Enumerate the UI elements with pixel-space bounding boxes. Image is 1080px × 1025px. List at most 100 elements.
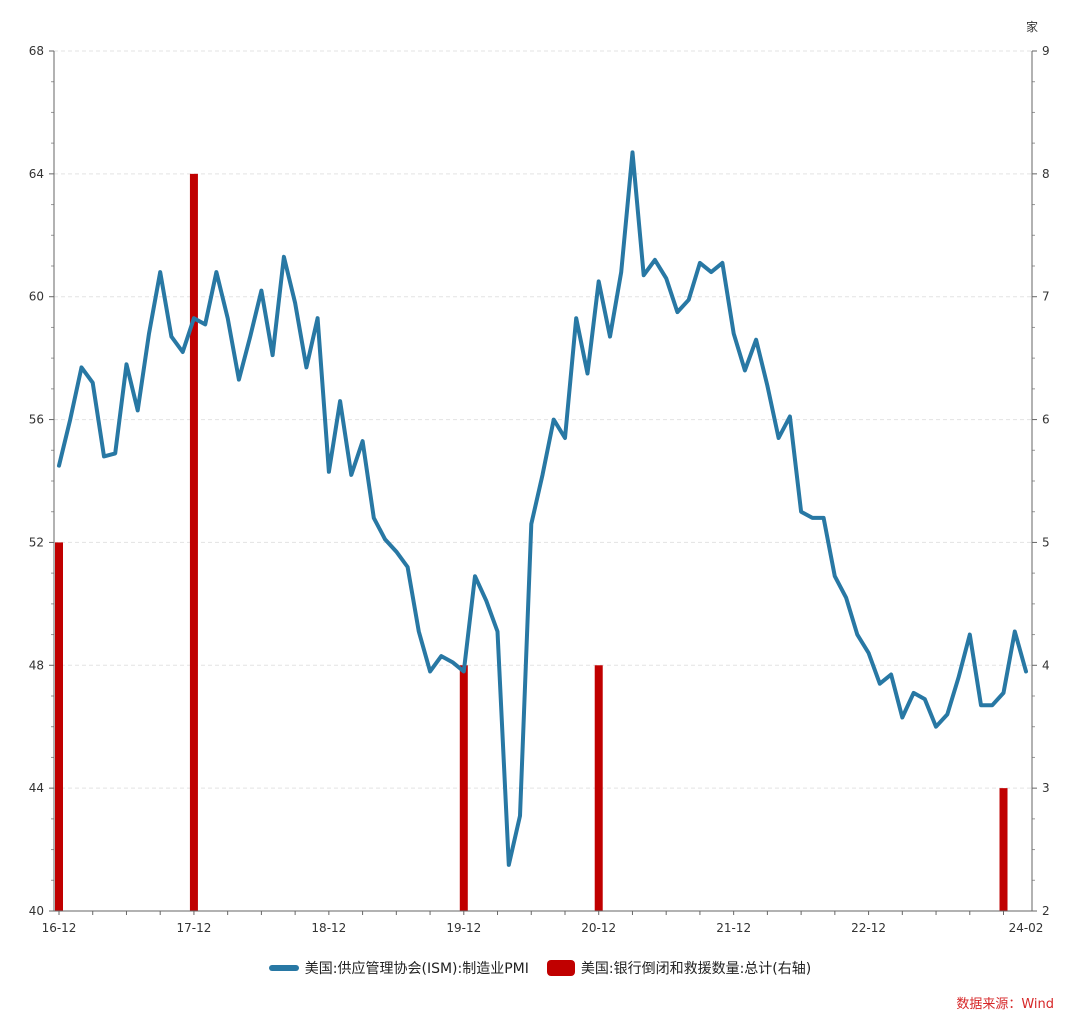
pmi-point-2021-09: [699, 262, 701, 264]
pmi-point-2021-04: [643, 274, 645, 276]
pmi-point-2020-05: [519, 815, 521, 817]
pmi-point-2017-08: [148, 333, 150, 335]
pmi-point-2018-02: [215, 271, 217, 273]
legend: 美国:供应管理协会(ISM):制造业PMI 美国:银行倒闭和救援数量:总计(右轴…: [0, 958, 1080, 978]
right-tick-label: 4: [1042, 658, 1050, 672]
ism-pmi-line: [57, 150, 1028, 867]
pmi-point-2019-09: [429, 670, 431, 672]
bar-bank-failures-2017-12: [189, 173, 198, 911]
pmi-point-2023-09: [969, 634, 971, 636]
pmi-point-2019-07: [407, 566, 409, 568]
pmi-point-2019-10: [440, 655, 442, 657]
pmi-point-2019-01: [339, 400, 341, 402]
pmi-point-2018-10: [305, 366, 307, 368]
pmi-point-2017-05: [114, 452, 116, 454]
legend-item-ism-pmi[interactable]: 美国:供应管理协会(ISM):制造业PMI: [268, 958, 529, 978]
left-tick-label: 56: [29, 413, 44, 427]
pmi-point-2020-10: [575, 317, 577, 319]
legend-item-bank-failures[interactable]: 美国:银行倒闭和救援数量:总计(右轴): [546, 958, 811, 978]
pmi-point-2020-09: [564, 437, 566, 439]
right-tick-label: 3: [1042, 781, 1050, 795]
left-tick-label: 52: [29, 535, 44, 549]
pmi-point-2021-07: [676, 311, 678, 313]
pmi-point-2023-06: [935, 726, 937, 728]
gridlines: [54, 50, 1032, 789]
pmi-point-2018-07: [272, 354, 274, 356]
pmi-point-2021-01: [609, 336, 611, 338]
pmi-point-2023-12: [1003, 692, 1005, 694]
pmi-point-2017-04: [103, 455, 105, 457]
pmi-point-2022-12: [868, 652, 870, 654]
pmi-point-2017-06: [125, 363, 127, 365]
pmi-point-2022-06: [800, 511, 802, 513]
pmi-point-2017-01: [69, 419, 71, 421]
pmi-point-2019-04: [373, 517, 375, 519]
pmi-point-2018-09: [294, 302, 296, 304]
pmi-point-2021-05: [654, 259, 656, 261]
pmi-point-2020-01: [474, 575, 476, 577]
pmi-point-2023-11: [991, 704, 993, 706]
left-tick-label: 60: [29, 290, 44, 304]
pmi-point-2022-08: [823, 517, 825, 519]
pmi-point-2023-04: [913, 692, 915, 694]
pmi-point-2021-08: [688, 299, 690, 301]
pmi-point-2017-02: [80, 366, 82, 368]
pmi-point-2020-02: [485, 600, 487, 602]
right-tick-label: 9: [1042, 44, 1050, 58]
pmi-point-2023-08: [958, 677, 960, 679]
source-note: 数据来源：Wind: [956, 997, 1054, 1012]
pmi-point-2021-10: [710, 271, 712, 273]
left-tick-label: 68: [29, 44, 44, 58]
pmi-point-2017-11: [182, 351, 184, 353]
right-axis-unit: 家: [1026, 19, 1038, 34]
pmi-point-2022-04: [778, 437, 780, 439]
pmi-point-2019-08: [418, 631, 420, 632]
pmi-point-2019-12: [463, 670, 465, 672]
line-series-ism-pmi: [57, 150, 1028, 867]
x-tick-label: 22-12: [851, 921, 886, 935]
bar-bank-failures-2016-12: [55, 542, 63, 911]
x-tick-label: 18-12: [311, 921, 346, 935]
pmi-point-2020-11: [586, 373, 588, 374]
pmi-point-2017-10: [170, 336, 172, 338]
pmi-point-2023-01: [879, 683, 881, 685]
pmi-point-2018-11: [317, 317, 319, 319]
x-tick-label: 16-12: [42, 921, 77, 935]
pmi-point-2022-05: [789, 416, 791, 417]
pmi-point-2018-06: [260, 290, 262, 292]
pmi-point-2018-03: [227, 317, 229, 319]
pmi-point-2022-10: [845, 597, 847, 599]
pmi-point-2022-11: [856, 634, 858, 636]
x-tick-label: 19-12: [446, 921, 481, 935]
pmi-point-2022-01: [744, 369, 746, 371]
left-tick-label: 44: [29, 781, 44, 795]
pmi-point-2019-06: [395, 551, 397, 553]
pmi-point-2020-06: [530, 523, 532, 525]
pmi-point-2017-07: [137, 409, 139, 411]
pmi-point-2018-08: [283, 256, 285, 258]
pmi-point-2017-12: [193, 317, 195, 319]
pmi-point-2022-03: [766, 385, 768, 387]
legend-swatch-bar: [546, 960, 575, 976]
pmi-point-2023-03: [901, 717, 903, 718]
bar-bank-failures-2019-12: [459, 665, 468, 911]
pmi-point-2020-03: [497, 631, 499, 632]
right-tick-label: 2: [1042, 904, 1050, 918]
pmi-point-2022-07: [811, 517, 813, 519]
pmi-point-2022-09: [834, 575, 836, 577]
pmi-point-2019-03: [362, 440, 364, 442]
x-tick-label: 17-12: [176, 921, 211, 935]
pmi-point-2018-12: [328, 471, 330, 473]
pmi-point-2023-05: [924, 698, 926, 700]
pmi-point-2023-10: [980, 704, 982, 706]
pmi-point-2020-08: [553, 419, 555, 421]
pmi-point-2017-03: [92, 382, 94, 384]
left-tick-label: 40: [29, 904, 44, 918]
pmi-point-2021-03: [631, 151, 633, 153]
right-tick-label: 8: [1042, 167, 1050, 181]
x-tick-label: 21-12: [716, 921, 751, 935]
x-tick-label: 24-02: [1009, 921, 1044, 935]
pmi-point-2021-12: [733, 333, 735, 335]
pmi-point-2022-02: [755, 339, 757, 341]
